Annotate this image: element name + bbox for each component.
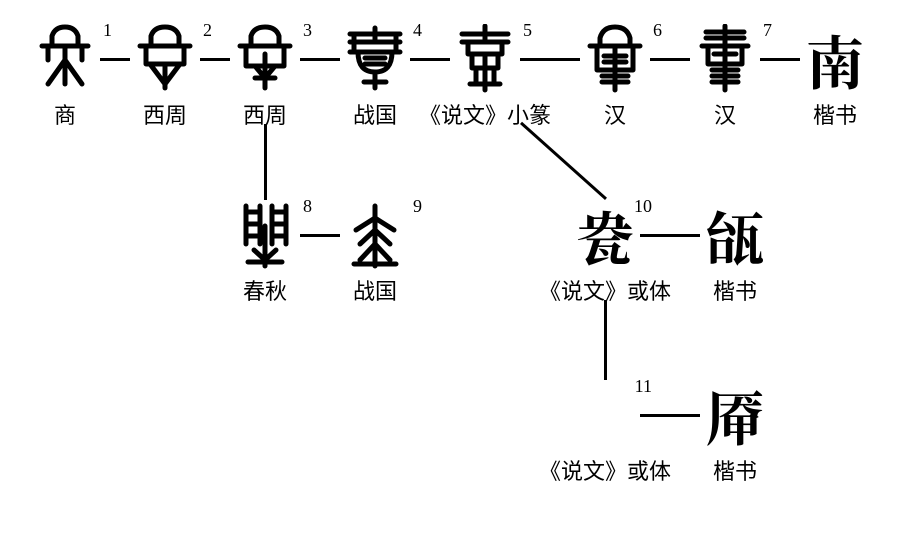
edge (100, 58, 130, 61)
node-han-7-index: 7 (763, 20, 772, 41)
node-chunqiu-8-glyph (230, 200, 300, 270)
node-han-6-caption: 汉 (604, 98, 626, 130)
node-shuowen-huoti-11-glyph: 𢈔 (570, 380, 640, 450)
node-zhanguo-4-index: 4 (413, 20, 422, 41)
edge (760, 58, 800, 61)
node-kaishu-3: 厣楷书 (700, 380, 770, 450)
node-kaishu-3-caption: 楷书 (713, 454, 757, 486)
node-shang-1-index: 1 (103, 20, 112, 41)
edge (410, 58, 450, 61)
node-shuowen-huoti-11-index: 11 (635, 376, 652, 397)
edge (520, 58, 580, 61)
node-shuowen-huoti-10: 㼜10《说文》或体 (570, 200, 640, 270)
evolution-diagram: 1商2西周3西周4战国5《说文》小篆6汉7汉南楷书8春秋9战国㼜10《说文》或体… (0, 0, 907, 542)
node-shang-1-glyph (30, 24, 100, 94)
edge (604, 300, 607, 380)
edge (264, 124, 267, 200)
node-han-6-glyph (580, 24, 650, 94)
node-xizhou-3-index: 3 (303, 20, 312, 41)
node-shuowen-huoti-10-glyph: 㼜 (570, 200, 640, 270)
node-han-7-glyph (690, 24, 760, 94)
node-kaishu-2-caption: 楷书 (713, 274, 757, 306)
node-chunqiu-8-caption: 春秋 (243, 274, 287, 306)
node-chunqiu-8-index: 8 (303, 196, 312, 217)
node-xizhou-2-glyph (130, 24, 200, 94)
node-han-6: 6汉 (580, 24, 650, 94)
node-kaishu-2-glyph: 瓵 (700, 200, 770, 270)
edge (200, 58, 230, 61)
node-shang-1: 1商 (30, 24, 100, 94)
node-zhanguo-9-index: 9 (413, 196, 422, 217)
node-zhanguo-4: 4战国 (340, 24, 410, 94)
node-shuowen-huoti-10-index: 10 (634, 196, 652, 217)
node-shuowen-huoti-11-caption: 《说文》或体 (539, 454, 671, 486)
node-zhanguo-9: 9战国 (340, 200, 410, 270)
node-xizhou-2: 2西周 (130, 24, 200, 94)
node-kaishu-2: 瓵楷书 (700, 200, 770, 270)
node-zhanguo-4-glyph (340, 24, 410, 94)
node-kaishu-3-glyph: 厣 (700, 380, 770, 450)
node-xizhou-2-index: 2 (203, 20, 212, 41)
node-chunqiu-8: 8春秋 (230, 200, 300, 270)
node-shuowen-xiaozhuan-5-glyph (450, 24, 520, 94)
node-han-7: 7汉 (690, 24, 760, 94)
node-shuowen-xiaozhuan-5: 5《说文》小篆 (450, 24, 520, 94)
node-xizhou-3: 3西周 (230, 24, 300, 94)
edge (640, 414, 700, 417)
node-shuowen-huoti-11: 𢈔11《说文》或体 (570, 380, 640, 450)
node-kaishu-nan: 南楷书 (800, 24, 870, 94)
node-shuowen-xiaozhuan-5-index: 5 (523, 20, 532, 41)
edge (520, 122, 607, 200)
node-xizhou-2-caption: 西周 (143, 98, 187, 130)
node-zhanguo-9-caption: 战国 (353, 274, 397, 306)
edge (650, 58, 690, 61)
node-han-7-caption: 汉 (714, 98, 736, 130)
node-zhanguo-4-caption: 战国 (353, 98, 397, 130)
edge (300, 234, 340, 237)
node-kaishu-nan-glyph: 南 (800, 24, 870, 94)
node-zhanguo-9-glyph (340, 200, 410, 270)
node-shuowen-xiaozhuan-5-caption: 《说文》小篆 (419, 98, 551, 130)
edge (300, 58, 340, 61)
node-xizhou-3-glyph (230, 24, 300, 94)
edge (640, 234, 700, 237)
node-kaishu-nan-caption: 楷书 (813, 98, 857, 130)
node-han-6-index: 6 (653, 20, 662, 41)
node-shang-1-caption: 商 (54, 98, 76, 130)
